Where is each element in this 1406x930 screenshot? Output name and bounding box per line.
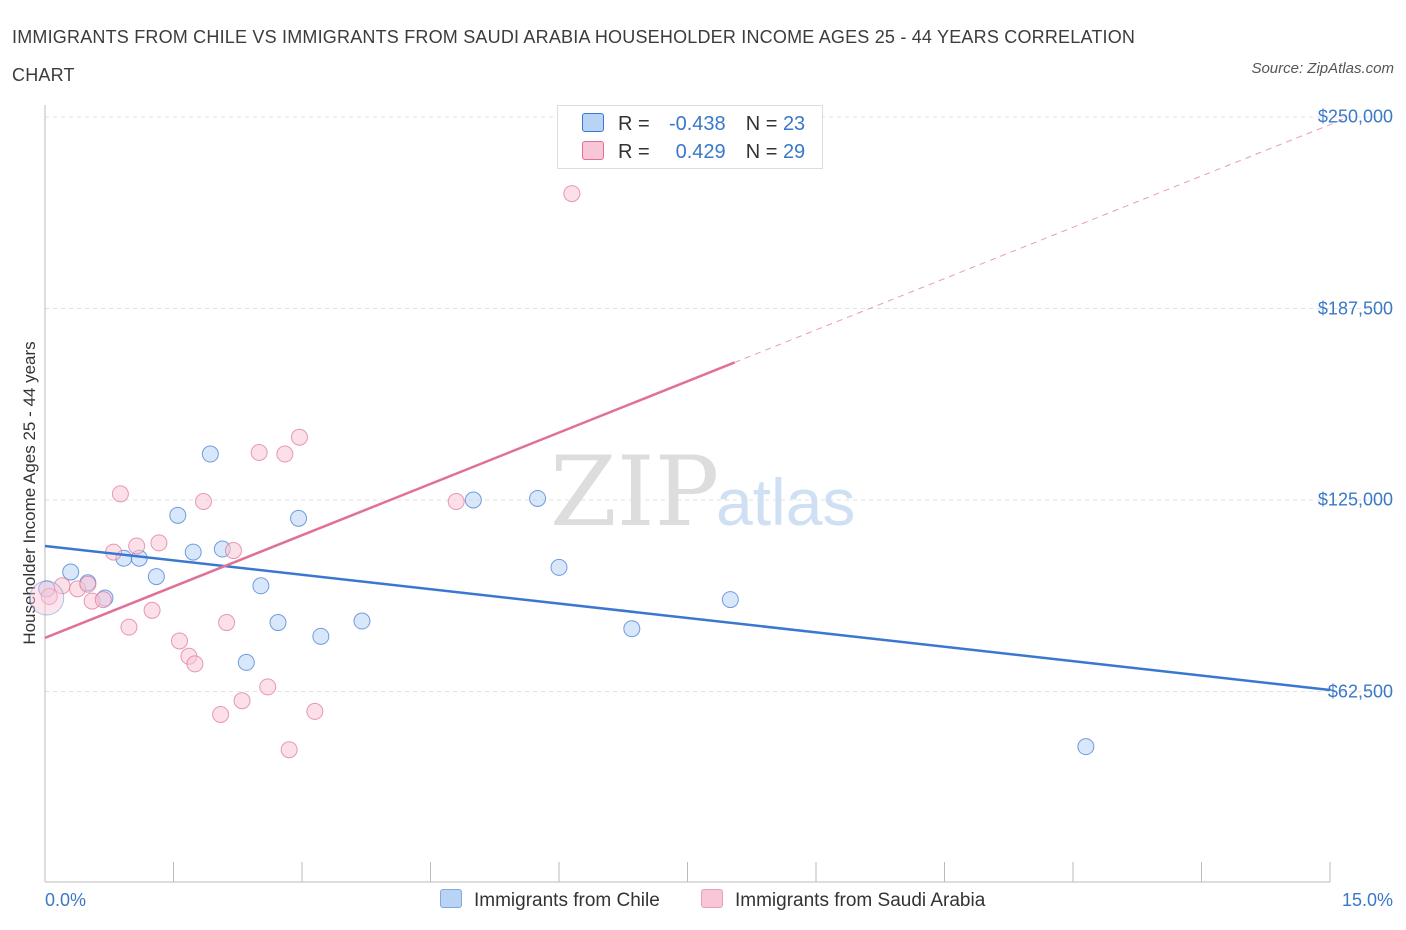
chile-point bbox=[1077, 738, 1095, 756]
bottom-legend-chile: Immigrants from Chile bbox=[440, 889, 660, 912]
legend-r-chile: -0.438 bbox=[668, 113, 726, 135]
watermark-zip: ZIP bbox=[550, 436, 719, 548]
chile-point bbox=[290, 509, 308, 527]
saudi-point bbox=[111, 485, 129, 503]
legend-n-label: N = bbox=[745, 113, 778, 135]
chile-point bbox=[269, 614, 287, 632]
saudi-point bbox=[290, 428, 308, 446]
y-tick-label: $125,000 bbox=[1317, 489, 1393, 510]
saudi-point bbox=[233, 692, 251, 710]
chile-point bbox=[169, 506, 187, 524]
legend-n-saudi: 29 bbox=[782, 141, 806, 163]
saudi-trend-line bbox=[44, 361, 736, 640]
legend-r-label: R = bbox=[618, 113, 650, 135]
cluster-point bbox=[29, 580, 65, 616]
saudi-swatch-icon bbox=[582, 141, 604, 161]
saudi-point bbox=[447, 493, 465, 511]
saudi-point bbox=[143, 601, 161, 619]
chile-point bbox=[353, 612, 371, 630]
y-tick-label: $187,500 bbox=[1317, 298, 1393, 318]
saudi-point bbox=[306, 702, 324, 720]
saudi-point bbox=[128, 537, 146, 555]
watermark-atlas: atlas bbox=[716, 465, 855, 539]
correlation-legend: R = -0.438 N = 23 R = 0.429 N = 29 bbox=[557, 105, 823, 169]
saudi-point bbox=[212, 705, 230, 723]
chile-point bbox=[623, 620, 641, 638]
saudi-point bbox=[40, 588, 58, 606]
saudi-point bbox=[250, 444, 268, 462]
bottom-legend-saudi-label: Immigrants from Saudi Arabia bbox=[735, 890, 986, 911]
chile-point bbox=[550, 558, 568, 576]
x-tick-min: 0.0% bbox=[45, 890, 87, 910]
chile-point bbox=[201, 445, 219, 463]
saudi-point bbox=[186, 655, 204, 673]
saudi-point bbox=[120, 618, 138, 636]
x-tick-max: 15.0% bbox=[1341, 890, 1393, 910]
y-tick-label: $250,000 bbox=[1317, 106, 1393, 127]
chile-point bbox=[147, 568, 165, 586]
chart-title: IMMIGRANTS FROM CHILE VS IMMIGRANTS FROM… bbox=[12, 27, 1136, 85]
legend-r-saudi: 0.429 bbox=[675, 141, 726, 163]
saudi-legend-icon bbox=[701, 889, 723, 909]
chile-point bbox=[237, 653, 255, 671]
chile-trend-line bbox=[44, 544, 1331, 692]
legend-n-label: N = bbox=[745, 141, 778, 163]
chile-legend-icon bbox=[440, 889, 462, 909]
saudi-point bbox=[150, 534, 168, 552]
y-tick-label: $62,500 bbox=[1327, 681, 1393, 701]
legend-r-label: R = bbox=[618, 141, 650, 163]
chile-point bbox=[184, 543, 202, 561]
saudi-point bbox=[79, 575, 97, 593]
saudi-point bbox=[170, 632, 188, 650]
saudi-point bbox=[259, 678, 277, 696]
bottom-legend-saudi: Immigrants from Saudi Arabia bbox=[701, 889, 986, 912]
chart-source: Source: ZipAtlas.com bbox=[1251, 60, 1394, 77]
chile-point bbox=[529, 489, 547, 507]
saudi-point bbox=[563, 185, 581, 203]
saudi-point bbox=[276, 445, 294, 463]
saudi-point bbox=[224, 542, 242, 560]
chile-point bbox=[312, 627, 330, 645]
saudi-point bbox=[94, 591, 112, 609]
legend-row-chile: R = -0.438 N = 23 bbox=[582, 113, 805, 137]
chile-swatch-icon bbox=[582, 113, 604, 133]
chile-point bbox=[721, 591, 739, 609]
chile-point bbox=[252, 577, 270, 595]
saudi-point bbox=[194, 493, 212, 511]
chile-point bbox=[62, 563, 80, 581]
bottom-legend-chile-label: Immigrants from Chile bbox=[474, 890, 660, 911]
chile-point bbox=[464, 491, 482, 509]
legend-n-chile: 23 bbox=[782, 113, 806, 135]
saudi-point bbox=[218, 614, 236, 632]
saudi-point bbox=[280, 741, 298, 759]
saudi-trend-extension bbox=[734, 117, 1348, 363]
legend-row-saudi: R = 0.429 N = 29 bbox=[582, 141, 805, 165]
